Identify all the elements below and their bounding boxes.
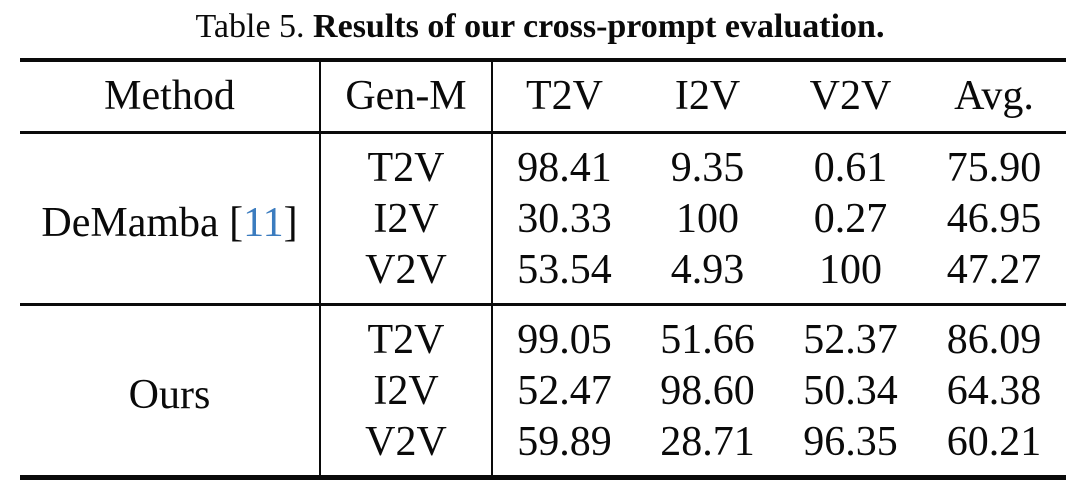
gen-m-cell: V2V bbox=[320, 416, 493, 478]
table-row: I2V 52.47 98.60 50.34 64.38 bbox=[20, 365, 1066, 417]
ours-group: Ours T2V 99.05 51.66 52.37 86.09 I2V 52.… bbox=[20, 302, 1066, 478]
col-header-gen-m: Gen-M bbox=[320, 59, 493, 134]
value-cell: 9.35 bbox=[670, 145, 745, 192]
caption-title: Results of our cross-prompt evaluation. bbox=[313, 8, 885, 45]
col-header-i2v: I2V bbox=[636, 59, 779, 134]
gen-m-cell: I2V bbox=[320, 193, 493, 245]
value-cell: 52.47 bbox=[517, 368, 612, 415]
table-row: V2V 59.89 28.71 96.35 60.21 bbox=[20, 416, 1066, 478]
method-label: Ours bbox=[128, 371, 211, 418]
method-cell-demamba: DeMamba [11] bbox=[20, 132, 321, 305]
value-cell: 75.90 bbox=[946, 145, 1042, 192]
table-row: DeMamba [11] T2V 98.41 9.35 0.61 75.90 bbox=[20, 132, 1066, 305]
value-cell: 0.27 bbox=[813, 196, 888, 243]
table-row: Ours T2V 99.05 51.66 52.37 86.09 bbox=[20, 302, 1066, 478]
value-cell: 86.09 bbox=[922, 302, 1066, 366]
value-cell: 100 bbox=[676, 196, 739, 243]
method-cell-ours: Ours bbox=[20, 302, 321, 478]
header-row: Method Gen-M T2V I2V V2V Avg. bbox=[20, 59, 1066, 134]
method-label: DeMamba [ bbox=[41, 199, 244, 246]
caption-number: Table 5. bbox=[195, 8, 314, 45]
gen-m-cell: I2V bbox=[320, 365, 493, 417]
value-cell: 64.38 bbox=[946, 368, 1042, 415]
value-cell: 0.61 bbox=[813, 145, 888, 192]
value-cell: 4.93 bbox=[670, 247, 745, 294]
col-header-v2v: V2V bbox=[779, 59, 922, 134]
value-cell: 96.35 bbox=[803, 419, 898, 466]
value-cell: 50.34 bbox=[803, 368, 898, 415]
col-header-method: Method bbox=[20, 59, 321, 134]
value-cell: 60.21 bbox=[946, 419, 1042, 466]
citation-link[interactable]: 11 bbox=[243, 199, 284, 246]
gen-m-cell: V2V bbox=[320, 244, 493, 305]
value-cell: 100 bbox=[819, 247, 882, 294]
value-cell: 59.89 bbox=[517, 419, 612, 466]
value-cell: 51.66 bbox=[636, 302, 779, 366]
table-row: I2V 30.33 100 0.27 46.95 bbox=[20, 193, 1066, 245]
value-cell: 28.71 bbox=[660, 419, 755, 466]
value-cell: 53.54 bbox=[517, 247, 612, 294]
table-row: V2V 53.54 4.93 100 47.27 bbox=[20, 244, 1066, 305]
demamba-group: DeMamba [11] T2V 98.41 9.35 0.61 75.90 I… bbox=[20, 132, 1066, 305]
method-label-suffix: ] bbox=[283, 199, 298, 246]
value-cell: 30.33 bbox=[517, 196, 612, 243]
col-header-avg: Avg. bbox=[922, 59, 1066, 134]
table-caption: Table 5. Results of our cross-prompt eva… bbox=[0, 0, 1080, 48]
value-cell: 98.60 bbox=[660, 368, 755, 415]
value-cell: 52.37 bbox=[779, 302, 922, 366]
col-header-t2v: T2V bbox=[492, 59, 636, 134]
gen-m-cell: T2V bbox=[320, 132, 493, 194]
value-cell: 47.27 bbox=[946, 247, 1042, 294]
value-cell: 99.05 bbox=[492, 302, 636, 366]
gen-m-cell: T2V bbox=[320, 302, 493, 366]
value-cell: 98.41 bbox=[517, 145, 612, 192]
results-table: Method Gen-M T2V I2V V2V Avg. DeMamba [1… bbox=[20, 57, 1066, 480]
value-cell: 46.95 bbox=[946, 196, 1042, 243]
